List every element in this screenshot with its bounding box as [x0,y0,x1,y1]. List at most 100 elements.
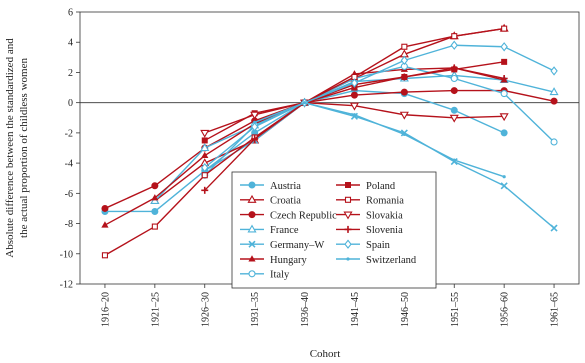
y-axis-label-line-2: the actual proportion of childless women [18,58,30,238]
data-point [549,87,559,96]
legend-label: Germany–W [270,240,324,251]
data-point [200,143,210,152]
data-point [450,40,458,50]
x-tick-label: 1951–55 [450,292,461,327]
legend-marker [247,194,257,203]
data-point [151,223,158,230]
data-point [450,74,458,83]
data-point [151,194,159,201]
x-tick-label: 1921–25 [150,292,161,327]
data-point [151,207,159,215]
x-axis-label: Cohort [310,348,341,360]
legend-item: Czech Republic [240,210,337,221]
data-point [500,42,508,52]
data-point [550,138,558,146]
x-tick-label: 1931–35 [250,292,261,327]
legend-label: Slovakia [366,210,403,221]
y-tick-label: -10 [60,249,73,260]
series-line [254,101,505,178]
y-axis-label-line-1: Absolute difference between the standard… [4,38,16,258]
legend-label: France [270,225,299,236]
y-tick-label: 6 [68,8,73,19]
series-spain [201,40,558,173]
data-point [550,224,558,232]
legend-marker [343,211,353,220]
legend-marker [344,196,352,203]
data-point [250,111,260,120]
x-tick-label: 1941–45 [350,292,361,327]
legend-item: Switzerland [336,255,417,266]
y-tick-label: -12 [60,280,73,291]
data-point [101,204,109,212]
series-slovakia [200,99,509,138]
series-line [104,89,555,210]
data-point [201,151,209,159]
data-point [450,106,458,114]
series-layer [101,23,559,259]
legend-label: Poland [366,181,396,192]
legend-box [231,171,437,289]
x-tick-label: 1956–60 [500,292,511,327]
data-point [502,175,506,179]
y-tick-label: 4 [68,38,73,49]
data-point [501,25,508,32]
data-point [350,78,359,88]
legend-marker [248,211,256,219]
y-tick-label: -2 [65,128,73,139]
x-tick-label: 1961–65 [550,292,561,327]
legend-item: France [240,224,299,236]
data-point [253,120,257,124]
legend-item: Romania [336,196,404,207]
legend-marker [344,239,352,249]
data-point [101,252,108,259]
data-point [399,111,409,120]
legend-label: Hungary [270,255,307,266]
legend-label: Switzerland [366,255,417,266]
legend-item: Hungary [240,255,307,266]
legend-item: Austria [240,181,301,192]
legend-item: Poland [336,181,396,192]
data-point [550,97,558,105]
series-line [204,44,555,169]
legend-item: Spain [336,239,391,251]
data-point [500,74,508,82]
legend-label: Czech Republic [270,210,337,221]
legend-item: Croatia [240,194,301,207]
data-point [500,90,508,98]
data-point [501,58,508,65]
legend-marker [247,224,257,233]
x-tick-label: 1936–40 [300,292,311,327]
y-tick-label: 2 [68,68,73,79]
y-tick-label: 0 [68,98,73,109]
data-point [201,137,208,144]
legend-label: Romania [366,196,404,207]
legend-item: Slovenia [336,225,403,236]
data-point [402,132,406,136]
data-point [201,186,209,194]
y-tick-label: -8 [65,219,73,230]
legend-label: Croatia [270,196,301,207]
data-point [302,101,307,105]
legend-item: Italy [240,270,290,281]
data-point [151,182,159,190]
x-tick-label: 1946–50 [400,292,411,327]
legend-marker [346,257,350,261]
series-switzerland [253,101,506,179]
legend-item: Germany–W [240,240,324,251]
data-point [400,88,408,96]
data-point [451,33,458,40]
data-point [500,182,508,190]
legend-label: Slovenia [366,225,403,236]
legend-label: Austria [270,181,301,192]
data-point [250,122,259,132]
data-point [251,135,259,143]
y-tick-label: -4 [65,159,73,170]
data-point [452,158,456,162]
data-point [349,102,359,111]
legend-label: Spain [366,240,391,251]
data-point [450,64,458,72]
data-point [350,91,358,99]
legend-item: Slovakia [336,210,403,221]
legend-marker [248,270,256,278]
